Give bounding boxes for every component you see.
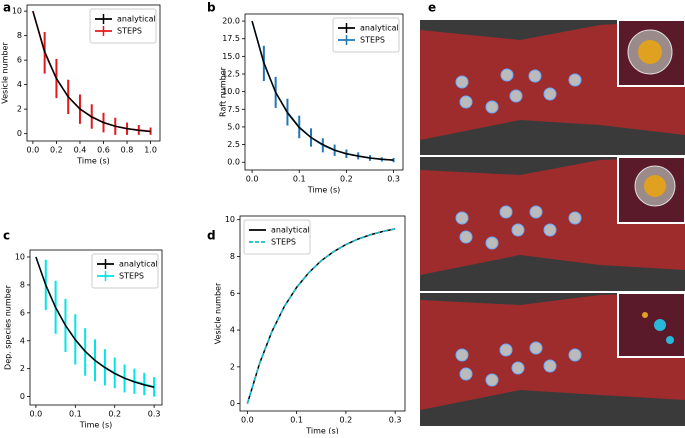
x-tick-label: 0.3 bbox=[148, 410, 161, 419]
x-tick-label: 0.3 bbox=[387, 175, 400, 184]
y-tick-label: 20.0 bbox=[222, 17, 240, 26]
legend-label: analytical bbox=[271, 226, 310, 235]
y-tick-label: 12.5 bbox=[222, 70, 240, 79]
legend-box bbox=[243, 219, 311, 255]
plot-frame bbox=[26, 4, 161, 142]
data-line bbox=[246, 228, 396, 404]
y-tick-label: 0 bbox=[20, 392, 25, 401]
legend-box bbox=[89, 8, 157, 44]
data-line bbox=[35, 256, 155, 388]
data-line bbox=[251, 20, 394, 161]
x-tick-label: 0.2 bbox=[340, 175, 353, 184]
y-tick-label: 6 bbox=[230, 289, 235, 298]
y-axis-label: Vesicle number bbox=[1, 42, 10, 104]
x-tick-label: 0.0 bbox=[27, 146, 40, 155]
y-tick-label: 8 bbox=[17, 31, 22, 40]
y-tick-label: 10 bbox=[225, 215, 235, 224]
x-tick-label: 0.2 bbox=[340, 416, 353, 425]
y-tick-label: 8 bbox=[20, 280, 25, 289]
y-tick-label: 5.0 bbox=[227, 122, 240, 131]
plot-frame bbox=[29, 249, 163, 406]
y-tick-label: 6 bbox=[17, 56, 22, 65]
y-tick-label: 7.5 bbox=[227, 105, 240, 114]
legend-label: STEPS bbox=[271, 238, 296, 247]
x-tick-label: 0.8 bbox=[121, 146, 134, 155]
y-tick-label: 4 bbox=[230, 326, 235, 335]
plot-frame bbox=[239, 215, 406, 412]
y-tick-label: 2 bbox=[20, 364, 25, 373]
x-tick-label: 0.6 bbox=[97, 146, 110, 155]
x-tick-label: 0.1 bbox=[290, 416, 303, 425]
panel-label: b bbox=[207, 1, 216, 15]
y-tick-label: 4 bbox=[20, 336, 25, 345]
x-axis-label: Time (s) bbox=[307, 186, 341, 195]
legend-box bbox=[91, 253, 159, 289]
y-tick-label: 0 bbox=[17, 129, 22, 138]
y-tick-label: 6 bbox=[20, 308, 25, 317]
legend-label: analytical bbox=[119, 260, 158, 269]
x-tick-label: 0.0 bbox=[241, 416, 254, 425]
legend-label: STEPS bbox=[360, 36, 385, 45]
x-tick-label: 0.0 bbox=[30, 410, 43, 419]
x-tick-label: 0.2 bbox=[50, 146, 63, 155]
render-1 bbox=[420, 19, 685, 140]
x-tick-label: 0.3 bbox=[389, 416, 402, 425]
panel-label: a bbox=[3, 1, 11, 15]
y-tick-label: 0.0 bbox=[227, 158, 240, 167]
y-tick-label: 15.0 bbox=[222, 52, 240, 61]
render-images bbox=[420, 19, 685, 426]
render-2 bbox=[420, 155, 685, 275]
y-tick-label: 2.5 bbox=[227, 140, 240, 149]
panel-label: d bbox=[207, 229, 216, 243]
y-tick-label: 2 bbox=[230, 362, 235, 371]
y-tick-label: 2 bbox=[17, 105, 22, 114]
legend-label: analytical bbox=[360, 24, 399, 33]
y-tick-label: 4 bbox=[17, 80, 22, 89]
y-axis-label: Dep. species number bbox=[4, 284, 13, 370]
x-tick-label: 0.1 bbox=[293, 175, 306, 184]
legend-label: analytical bbox=[117, 15, 156, 24]
y-axis-label: Vesicle number bbox=[214, 282, 223, 344]
x-tick-label: 0.1 bbox=[69, 410, 82, 419]
render-3 bbox=[420, 291, 685, 410]
data-line bbox=[246, 228, 396, 404]
x-tick-label: 0.0 bbox=[246, 175, 259, 184]
panel-label: e bbox=[428, 1, 436, 15]
legend-label: STEPS bbox=[117, 27, 142, 36]
y-tick-label: 17.5 bbox=[222, 34, 240, 43]
y-tick-label: 10 bbox=[15, 252, 25, 261]
y-tick-label: 8 bbox=[230, 252, 235, 261]
x-axis-label: Time (s) bbox=[305, 427, 339, 435]
y-axis-label: Raft number bbox=[219, 66, 228, 117]
legend-label: STEPS bbox=[119, 272, 144, 281]
legend-box bbox=[332, 17, 400, 53]
data-line bbox=[32, 10, 151, 133]
x-axis-label: Time (s) bbox=[79, 421, 113, 430]
panel-label: c bbox=[3, 229, 10, 243]
x-tick-label: 0.4 bbox=[74, 146, 87, 155]
x-tick-label: 0.2 bbox=[108, 410, 121, 419]
x-axis-label: Time (s) bbox=[76, 157, 110, 166]
y-tick-label: 10 bbox=[12, 7, 22, 16]
x-tick-label: 1.0 bbox=[144, 146, 157, 155]
y-tick-label: 0 bbox=[230, 399, 235, 408]
y-tick-label: 10.0 bbox=[222, 87, 240, 96]
